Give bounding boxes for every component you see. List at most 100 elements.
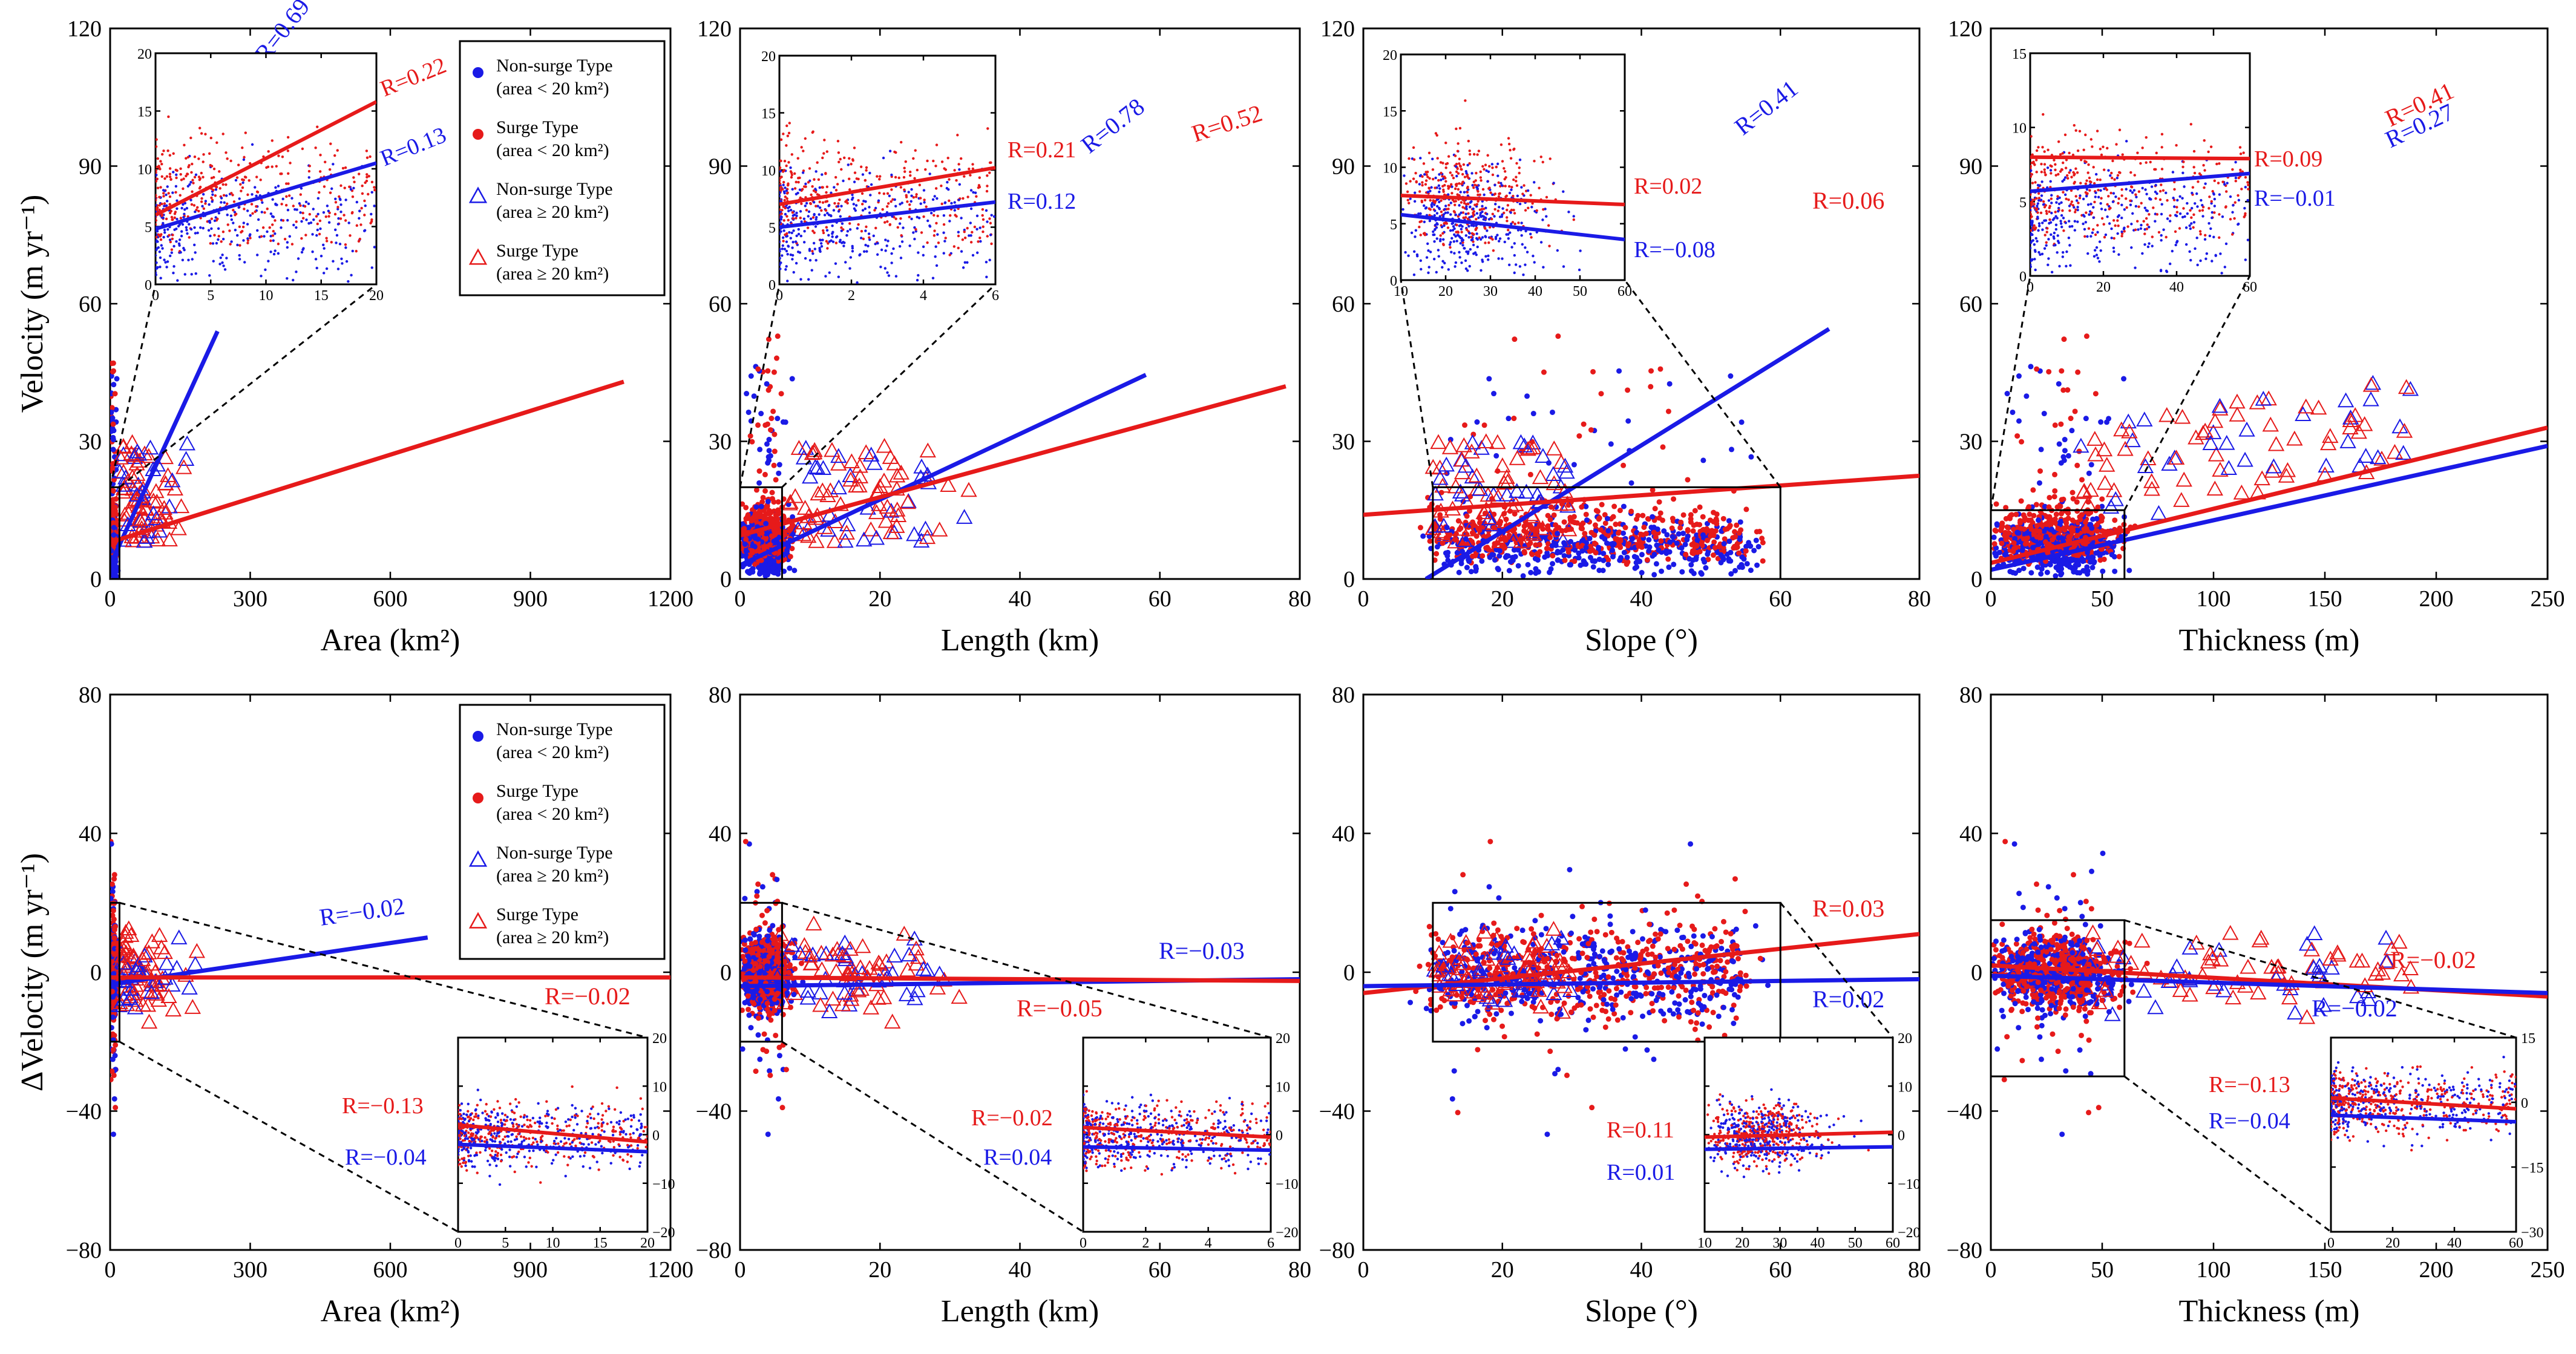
nonsurge-small-point	[1515, 563, 1521, 569]
surge-inset-point	[888, 223, 891, 226]
nonsurge-inset-point	[165, 266, 168, 269]
surge-small-point	[1579, 504, 1585, 510]
nonsurge-small-point	[1493, 453, 1499, 459]
nonsurge-small-point	[1515, 547, 1521, 553]
panel-b-zoom-connector	[781, 283, 997, 488]
nonsurge-inset-point	[286, 276, 289, 280]
surge-small-point	[1548, 504, 1554, 510]
surge-inset-point	[344, 219, 347, 222]
surge-small-point	[1759, 535, 1765, 541]
panel-b-data	[740, 333, 1286, 579]
nonsurge-inset-point	[887, 274, 891, 277]
surge-inset-point	[1427, 186, 1431, 190]
surge-inset-point	[1503, 170, 1507, 173]
nonsurge-inset-point	[837, 275, 841, 278]
surge-inset-point	[158, 208, 161, 212]
surge-small-point	[767, 542, 773, 548]
surge-inset-point	[1479, 176, 1483, 179]
nonsurge-small-point	[1728, 571, 1734, 577]
surge-small-point	[1437, 516, 1443, 522]
surge-inset-point	[328, 168, 332, 171]
nonsurge-inset-point	[779, 263, 781, 266]
surge-inset-point	[946, 156, 949, 160]
nonsurge-small-point	[746, 409, 752, 415]
nonsurge-inset-point	[304, 200, 308, 204]
nonsurge-inset-point	[315, 234, 318, 237]
surge-inset-point	[833, 201, 836, 205]
panel-b-ytick-label: 0	[720, 567, 732, 592]
surge-inset-point	[848, 188, 851, 191]
surge-inset-point	[197, 175, 201, 178]
surge-inset-point	[912, 196, 915, 199]
surge-inset-point	[988, 171, 991, 174]
nonsurge-inset-point	[1422, 204, 1426, 208]
nonsurge-inset-point	[782, 183, 785, 186]
nonsurge-inset-point	[1465, 205, 1468, 208]
surge-inset-point	[821, 156, 824, 160]
nonsurge-large-point	[1512, 434, 1530, 450]
surge-inset-point	[802, 149, 805, 152]
surge-inset-point	[1477, 149, 1481, 152]
nonsurge-inset-point	[208, 219, 211, 223]
nonsurge-inset-point	[833, 186, 836, 189]
nonsurge-inset-point	[286, 246, 289, 249]
nonsurge-inset-point	[968, 234, 971, 237]
nonsurge-inset-point	[789, 166, 792, 169]
nonsurge-inset-point	[163, 204, 166, 208]
panel-c-data	[1363, 327, 1919, 579]
surge-inset-point	[209, 136, 212, 140]
nonsurge-inset-point	[962, 266, 965, 269]
nonsurge-inset-point	[975, 251, 979, 254]
surge-large-point	[157, 475, 174, 490]
nonsurge-inset-point	[972, 191, 975, 194]
surge-inset-point	[160, 202, 163, 206]
surge-inset-point	[358, 172, 361, 175]
nonsurge-small-point	[770, 565, 776, 571]
nonsurge-inset-point	[162, 235, 165, 239]
surge-inset-point	[982, 230, 985, 234]
nonsurge-small-point	[1674, 540, 1680, 546]
surge-inset-point	[953, 169, 956, 172]
surge-inset-point	[1491, 166, 1494, 169]
surge-inset-point	[1491, 212, 1495, 216]
nonsurge-inset-point	[934, 245, 937, 248]
surge-inset-point	[791, 217, 795, 220]
surge-large-point	[1494, 457, 1511, 473]
nonsurge-small-point	[1610, 547, 1616, 553]
panel-b-inset-ytick-label: 5	[769, 221, 776, 237]
nonsurge-small-point	[1621, 530, 1627, 536]
surge-inset-point	[342, 214, 346, 217]
nonsurge-inset-point	[159, 266, 162, 269]
surge-inset-point	[168, 203, 171, 206]
nonsurge-inset-point	[1403, 174, 1406, 177]
surge-inset-point	[908, 208, 911, 211]
surge-small-point	[1644, 557, 1650, 563]
surge-large-point	[116, 511, 133, 527]
surge-small-point	[1656, 499, 1662, 505]
surge-large-point	[116, 506, 134, 522]
surge-inset-point	[821, 229, 825, 232]
surge-small-point	[1545, 512, 1551, 518]
panel-c-zoom-box	[1432, 486, 1781, 580]
surge-small-point	[765, 387, 772, 393]
surge-small-point	[740, 501, 746, 507]
nonsurge-inset-point	[787, 245, 790, 248]
nonsurge-inset-point	[178, 244, 181, 247]
surge-inset-point	[1464, 216, 1467, 219]
nonsurge-inset-point	[851, 244, 854, 248]
surge-inset-point	[221, 230, 225, 234]
panel-a-xtick-label: 300	[233, 586, 267, 612]
surge-inset-point	[886, 220, 889, 223]
surge-inset-point	[290, 243, 294, 246]
nonsurge-small-point	[1694, 537, 1700, 543]
nonsurge-inset-point	[305, 218, 308, 221]
nonsurge-inset-point	[269, 250, 272, 253]
nonsurge-inset-point	[1458, 256, 1461, 259]
surge-small-point	[773, 477, 779, 483]
surge-inset-fit-label: R=0.21	[1008, 137, 1076, 163]
nonsurge-small-point	[1631, 554, 1637, 560]
surge-small-point	[1732, 534, 1739, 540]
surge-inset-point	[158, 195, 161, 199]
surge-inset-point	[246, 193, 249, 197]
